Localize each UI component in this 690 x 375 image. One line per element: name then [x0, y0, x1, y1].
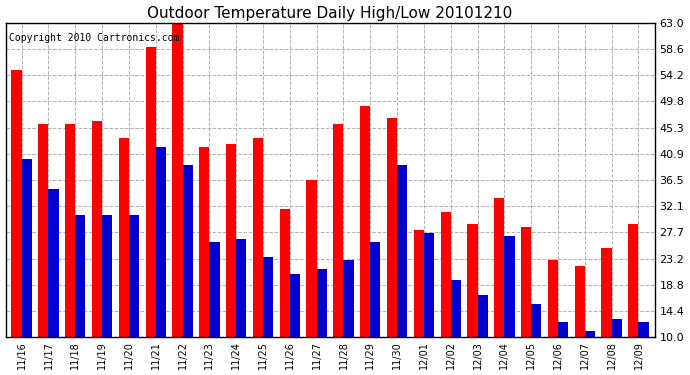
Bar: [102, 215, 112, 337]
Text: Copyright 2010 Cartronics.com: Copyright 2010 Cartronics.com: [9, 33, 179, 42]
Bar: [279, 209, 290, 337]
Bar: [290, 274, 300, 337]
Bar: [199, 147, 209, 337]
Bar: [387, 118, 397, 337]
Bar: [183, 165, 193, 337]
Bar: [602, 248, 611, 337]
Bar: [12, 70, 21, 337]
Bar: [548, 260, 558, 337]
Bar: [156, 147, 166, 337]
Bar: [575, 266, 585, 337]
Bar: [146, 47, 156, 337]
Bar: [397, 165, 407, 337]
Bar: [451, 280, 461, 337]
Bar: [92, 121, 102, 337]
Bar: [531, 304, 542, 337]
Bar: [585, 331, 595, 337]
Bar: [38, 124, 48, 337]
Bar: [226, 144, 236, 337]
Bar: [129, 215, 139, 337]
Bar: [48, 189, 59, 337]
Bar: [424, 233, 434, 337]
Bar: [504, 236, 515, 337]
Bar: [360, 106, 371, 337]
Title: Outdoor Temperature Daily High/Low 20101210: Outdoor Temperature Daily High/Low 20101…: [148, 6, 513, 21]
Bar: [629, 224, 638, 337]
Bar: [611, 319, 622, 337]
Bar: [21, 159, 32, 337]
Bar: [638, 322, 649, 337]
Bar: [494, 198, 504, 337]
Bar: [317, 268, 327, 337]
Bar: [263, 257, 273, 337]
Bar: [253, 138, 263, 337]
Bar: [119, 138, 129, 337]
Bar: [414, 230, 424, 337]
Bar: [75, 215, 86, 337]
Bar: [558, 322, 569, 337]
Bar: [371, 242, 380, 337]
Bar: [306, 180, 317, 337]
Bar: [172, 20, 183, 337]
Bar: [521, 227, 531, 337]
Bar: [441, 212, 451, 337]
Bar: [209, 242, 219, 337]
Bar: [477, 295, 488, 337]
Bar: [65, 124, 75, 337]
Bar: [236, 239, 246, 337]
Bar: [344, 260, 354, 337]
Bar: [333, 124, 344, 337]
Bar: [467, 224, 477, 337]
